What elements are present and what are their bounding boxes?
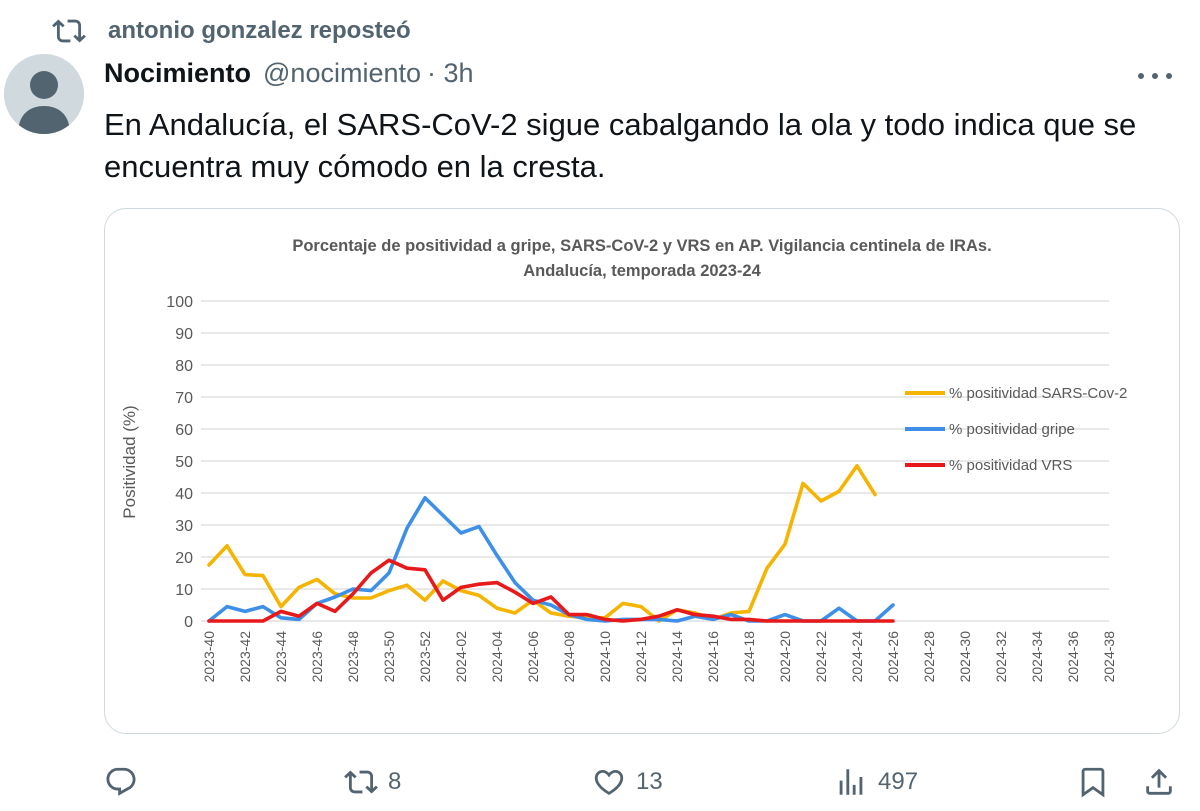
repost-button[interactable]: 8 <box>344 760 401 804</box>
repost-count: 8 <box>388 768 402 795</box>
bookmark-button[interactable] <box>1076 760 1110 804</box>
y-tick-label: 30 <box>175 518 193 535</box>
chart-title-line1: Porcentaje de positividad a gripe, SARS-… <box>292 237 991 255</box>
series-line <box>207 558 895 623</box>
y-tick-label: 80 <box>175 358 193 375</box>
x-tick-label: 2024-08 <box>561 631 577 683</box>
share-button[interactable] <box>1142 760 1176 804</box>
y-tick-label: 10 <box>175 582 193 599</box>
reply-icon <box>106 767 136 796</box>
tweet-media[interactable]: Porcentaje de positividad a gripe, SARS-… <box>104 208 1180 734</box>
repost-icon <box>52 19 86 43</box>
x-tick-label: 2024-10 <box>597 631 613 683</box>
x-tick-label: 2024-22 <box>813 631 829 683</box>
y-tick-label: 20 <box>175 550 193 567</box>
like-count: 13 <box>636 768 663 795</box>
x-tick-label: 2023-46 <box>309 631 325 683</box>
x-tick-label: 2024-36 <box>1065 631 1081 683</box>
x-tick-label: 2023-44 <box>273 631 289 683</box>
x-tick-label: 2023-42 <box>237 631 253 683</box>
legend: % positividad SARS-Cov-2 % positividad gr… <box>905 385 1127 474</box>
legend-label: % positividad VRS <box>949 457 1072 474</box>
x-tick-label: 2024-32 <box>993 631 1009 683</box>
views-chart-icon <box>839 769 863 795</box>
series-line <box>207 463 877 623</box>
views-button[interactable]: 497 <box>834 760 918 804</box>
x-tick-label: 2024-14 <box>669 631 685 683</box>
x-tick-label: 2024-16 <box>705 631 721 683</box>
y-tick-label: 50 <box>175 454 193 471</box>
dot-icon <box>1166 73 1172 79</box>
x-tick-label: 2024-04 <box>489 631 505 683</box>
author-name[interactable]: Nocimiento <box>104 58 252 88</box>
y-tick-label: 40 <box>175 486 193 503</box>
legend-label: % positividad gripe <box>949 421 1075 438</box>
repost-icon <box>344 770 378 794</box>
x-tick-label: 2024-38 <box>1101 631 1117 683</box>
x-tick-label: 2023-40 <box>201 631 217 683</box>
x-tick-label: 2024-24 <box>849 631 865 683</box>
default-avatar-icon <box>4 54 84 134</box>
series-line <box>207 495 895 623</box>
x-tick-label: 2023-50 <box>381 631 397 683</box>
x-tick-label: 2024-20 <box>777 631 793 683</box>
dot-icon <box>1138 73 1144 79</box>
x-tick-label: 2024-30 <box>957 631 973 683</box>
x-tick-labels: 2023-40 2023-42 2023-44 2023-46 2023-48 2023-… <box>201 631 1117 683</box>
x-tick-label: 2024-26 <box>885 631 901 683</box>
like-button[interactable]: 13 <box>592 760 663 804</box>
avatar[interactable] <box>4 54 84 134</box>
chart-title-line2: Andalucía, temporada 2023-24 <box>523 262 761 280</box>
y-tick-label: 60 <box>175 422 193 439</box>
x-tick-label: 2024-28 <box>921 631 937 683</box>
y-tick-label: 90 <box>175 326 193 343</box>
y-tick-label: 0 <box>184 614 193 631</box>
views-count: 497 <box>878 768 919 795</box>
dot-icon <box>1152 73 1158 79</box>
x-tick-label: 2024-12 <box>633 631 649 683</box>
author-handle[interactable]: @nocimiento <box>263 58 421 88</box>
share-icon <box>1146 768 1172 795</box>
gridlines <box>201 300 1109 622</box>
tweet-time[interactable]: · 3h <box>427 58 474 88</box>
repost-label[interactable]: antonio gonzalez reposteó <box>108 17 411 44</box>
y-tick-label: 100 <box>166 294 193 311</box>
x-tick-label: 2024-18 <box>741 631 757 683</box>
x-tick-label: 2024-34 <box>1029 631 1045 683</box>
repost-header: antonio gonzalez reposteó <box>52 14 411 48</box>
x-tick-label: 2023-48 <box>345 631 361 683</box>
legend-label: % positividad SARS-Cov-2 <box>949 385 1127 402</box>
bookmark-icon <box>1081 767 1105 798</box>
tweet-header: Nocimiento @nocimiento · 3h <box>104 58 474 89</box>
chart: Porcentaje de positividad a gripe, SARS-… <box>120 237 1127 683</box>
y-axis-label: Positividad (%) <box>120 405 139 518</box>
action-bar: 8 13 497 <box>104 760 1184 804</box>
y-tick-labels: 0 10 20 30 40 50 60 70 80 90 100 <box>166 294 193 631</box>
heart-icon <box>594 769 624 795</box>
series-lines <box>207 463 895 623</box>
x-tick-label: 2023-52 <box>417 631 433 683</box>
y-tick-label: 70 <box>175 390 193 407</box>
x-tick-label: 2024-06 <box>525 631 541 683</box>
tweet-text: En Andalucía, el SARS-CoV-2 sigue cabalg… <box>104 107 1137 184</box>
x-tick-label: 2024-02 <box>453 631 469 683</box>
more-options-button[interactable] <box>1138 64 1172 88</box>
reply-button[interactable] <box>104 760 148 804</box>
